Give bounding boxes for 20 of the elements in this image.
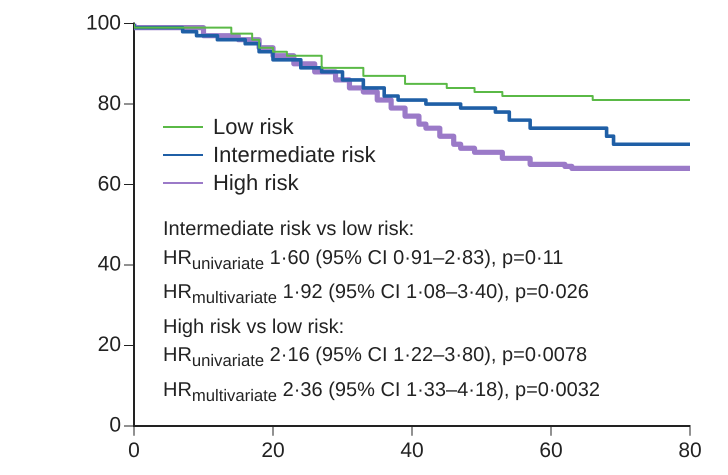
y-tick-label: 80	[98, 92, 121, 115]
x-tick-label: 80	[678, 439, 702, 462]
annotation: HR$_{univariate}$ 1·60 (95% CI 0·91–2·83), p=0·11	[163, 246, 564, 274]
y-tick-label: 20	[98, 333, 121, 356]
annotation: HR$_{multivariate}$ 1·92 (95% CI 1·08–3·40), p=0·026	[163, 280, 590, 309]
x-tick-label: 0	[128, 439, 140, 462]
annotation: Intermediate risk vs low risk:	[163, 217, 416, 242]
annotation: HR$_{univariate}$ 2·16 (95% CI 1·22–3·80), p=0·0078	[163, 343, 588, 372]
y-tick-label: 60	[98, 172, 121, 196]
annotation: HR$_{multivariate}$ 2·36 (95% CI 1·33–4·18), p=0·0032	[163, 378, 600, 406]
annotation: High risk vs low risk:	[163, 314, 346, 340]
x-tick-label: 60	[539, 439, 563, 462]
x-tick-label: 20	[261, 439, 285, 462]
y-tick-label: 0	[109, 414, 121, 437]
x-tick-label: 40	[400, 439, 424, 462]
y-tick-label: 40	[98, 252, 121, 276]
legend-label: High risk	[213, 169, 299, 197]
legend-label: Low risk	[213, 113, 294, 141]
y-tick-label: 100	[86, 11, 121, 34]
legend-label: Intermediate risk	[213, 141, 376, 169]
